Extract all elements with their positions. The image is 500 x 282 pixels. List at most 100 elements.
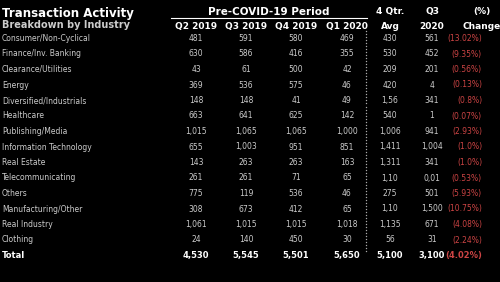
Text: 65: 65 — [342, 204, 352, 213]
Text: 119: 119 — [239, 189, 253, 198]
Text: 625: 625 — [289, 111, 303, 120]
Text: 1,006: 1,006 — [379, 127, 401, 136]
Text: 142: 142 — [340, 111, 354, 120]
Text: 275: 275 — [383, 189, 397, 198]
Text: Transaction Activity: Transaction Activity — [2, 7, 134, 20]
Text: (4.08%): (4.08%) — [452, 220, 482, 229]
Text: (2.93%): (2.93%) — [452, 127, 482, 136]
Text: (0.07%): (0.07%) — [452, 111, 482, 120]
Text: 501: 501 — [425, 189, 440, 198]
Text: 775: 775 — [188, 189, 204, 198]
Text: (0.56%): (0.56%) — [452, 65, 482, 74]
Text: 540: 540 — [382, 111, 398, 120]
Text: 851: 851 — [340, 142, 354, 151]
Text: Manufacturing/Other: Manufacturing/Other — [2, 204, 82, 213]
Text: 31: 31 — [427, 235, 437, 244]
Text: (4.02%): (4.02%) — [445, 251, 482, 260]
Text: 71: 71 — [291, 173, 301, 182]
Text: 355: 355 — [340, 50, 354, 58]
Text: 1,015: 1,015 — [235, 220, 257, 229]
Text: 1,015: 1,015 — [285, 220, 307, 229]
Text: (13.02%): (13.02%) — [448, 34, 482, 43]
Text: Breakdown by Industry: Breakdown by Industry — [2, 20, 130, 30]
Text: Others: Others — [2, 189, 28, 198]
Text: 1,061: 1,061 — [185, 220, 207, 229]
Text: 30: 30 — [342, 235, 352, 244]
Text: Healthcare: Healthcare — [2, 111, 44, 120]
Text: 673: 673 — [238, 204, 254, 213]
Text: 1,015: 1,015 — [185, 127, 207, 136]
Text: (1.0%): (1.0%) — [457, 142, 482, 151]
Text: 1,000: 1,000 — [336, 127, 358, 136]
Text: 1,065: 1,065 — [235, 127, 257, 136]
Text: 148: 148 — [239, 96, 253, 105]
Text: 5,545: 5,545 — [232, 251, 260, 260]
Text: 42: 42 — [342, 65, 352, 74]
Text: 951: 951 — [289, 142, 303, 151]
Text: Real Industry: Real Industry — [2, 220, 53, 229]
Text: 263: 263 — [239, 158, 254, 167]
Text: 430: 430 — [382, 34, 398, 43]
Text: 500: 500 — [288, 65, 304, 74]
Text: 641: 641 — [239, 111, 254, 120]
Text: Information Technology: Information Technology — [2, 142, 92, 151]
Text: 1,065: 1,065 — [285, 127, 307, 136]
Text: Clearance/Utilities: Clearance/Utilities — [2, 65, 72, 74]
Text: 1,004: 1,004 — [421, 142, 443, 151]
Text: 536: 536 — [238, 80, 254, 89]
Text: Diversified/Industrials: Diversified/Industrials — [2, 96, 86, 105]
Text: 46: 46 — [342, 189, 352, 198]
Text: 536: 536 — [288, 189, 304, 198]
Text: Publishing/Media: Publishing/Media — [2, 127, 68, 136]
Text: 24: 24 — [191, 235, 201, 244]
Text: 140: 140 — [239, 235, 254, 244]
Text: 586: 586 — [239, 50, 254, 58]
Text: 43: 43 — [191, 65, 201, 74]
Text: Q4 2019: Q4 2019 — [275, 22, 317, 31]
Text: Q2 2019: Q2 2019 — [175, 22, 217, 31]
Text: 941: 941 — [425, 127, 440, 136]
Text: 1: 1 — [430, 111, 434, 120]
Text: Telecommunicating: Telecommunicating — [2, 173, 76, 182]
Text: Energy: Energy — [2, 80, 29, 89]
Text: 450: 450 — [288, 235, 304, 244]
Text: 452: 452 — [425, 50, 440, 58]
Text: 209: 209 — [383, 65, 397, 74]
Text: 4 Qtr.: 4 Qtr. — [376, 7, 404, 16]
Text: 1,135: 1,135 — [379, 220, 401, 229]
Text: (2.24%): (2.24%) — [452, 235, 482, 244]
Text: Consumer/Non-Cyclical: Consumer/Non-Cyclical — [2, 34, 91, 43]
Text: (10.75%): (10.75%) — [447, 204, 482, 213]
Text: 46: 46 — [342, 80, 352, 89]
Text: 308: 308 — [189, 204, 203, 213]
Text: 591: 591 — [239, 34, 254, 43]
Text: 1,10: 1,10 — [382, 173, 398, 182]
Text: 1,56: 1,56 — [382, 96, 398, 105]
Text: Q3: Q3 — [425, 7, 439, 16]
Text: 2020: 2020 — [420, 22, 444, 31]
Text: Pre-COVID-19 Period: Pre-COVID-19 Period — [208, 7, 330, 17]
Text: 416: 416 — [289, 50, 303, 58]
Text: 4,530: 4,530 — [183, 251, 209, 260]
Text: 263: 263 — [289, 158, 303, 167]
Text: 143: 143 — [189, 158, 203, 167]
Text: 1,018: 1,018 — [336, 220, 358, 229]
Text: 1,311: 1,311 — [380, 158, 401, 167]
Text: Real Estate: Real Estate — [2, 158, 46, 167]
Text: 575: 575 — [288, 80, 304, 89]
Text: 61: 61 — [241, 65, 251, 74]
Text: 65: 65 — [342, 173, 352, 182]
Text: 369: 369 — [188, 80, 204, 89]
Text: 655: 655 — [188, 142, 204, 151]
Text: 580: 580 — [289, 34, 303, 43]
Text: 201: 201 — [425, 65, 439, 74]
Text: 530: 530 — [382, 50, 398, 58]
Text: (9.35%): (9.35%) — [452, 50, 482, 58]
Text: 5,650: 5,650 — [334, 251, 360, 260]
Text: Clothing: Clothing — [2, 235, 34, 244]
Text: 3,100: 3,100 — [419, 251, 445, 260]
Text: (0.53%): (0.53%) — [452, 173, 482, 182]
Text: 49: 49 — [342, 96, 352, 105]
Text: (0.8%): (0.8%) — [457, 96, 482, 105]
Text: Q1 2020: Q1 2020 — [326, 22, 368, 31]
